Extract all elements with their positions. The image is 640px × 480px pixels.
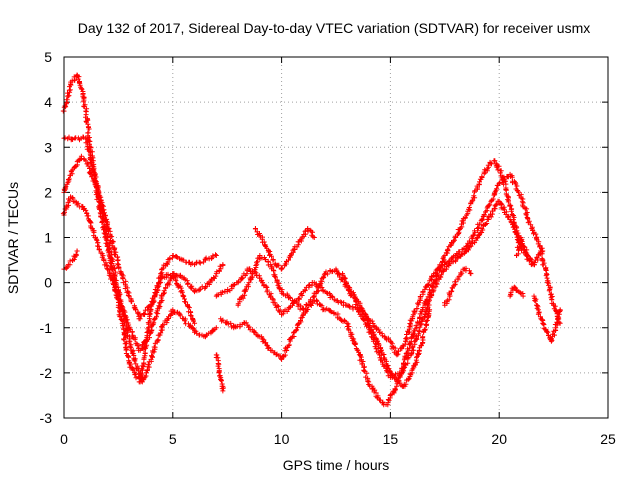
chart-title: Day 132 of 2017, Sidereal Day-to-day VTE… bbox=[78, 20, 591, 36]
data-point bbox=[83, 135, 89, 141]
data-point bbox=[394, 352, 400, 358]
series-markers bbox=[60, 195, 196, 353]
y-tick-label: 1 bbox=[44, 230, 52, 246]
tick-labels: 0 5 10 15 20 25 -3 -2 -1 0 1 2 3 4 5 bbox=[40, 49, 616, 447]
series-track-M bbox=[531, 293, 563, 344]
x-axis-label: GPS time / hours bbox=[283, 457, 390, 473]
data-points bbox=[60, 72, 563, 408]
series-markers bbox=[508, 285, 526, 298]
series-track-O bbox=[507, 284, 526, 299]
series-track-J bbox=[340, 271, 433, 389]
series-markers bbox=[213, 352, 226, 392]
grid bbox=[64, 57, 608, 418]
series-markers bbox=[514, 236, 562, 325]
y-tick-label: 4 bbox=[44, 94, 52, 110]
data-point bbox=[531, 293, 537, 299]
data-point bbox=[279, 356, 285, 362]
series-track-D bbox=[60, 194, 198, 353]
y-tick-label: 3 bbox=[44, 139, 52, 155]
data-point bbox=[524, 253, 530, 259]
series-markers bbox=[219, 158, 534, 408]
data-point bbox=[220, 388, 226, 394]
series-track-E bbox=[61, 248, 80, 272]
y-tick-label: 0 bbox=[44, 275, 52, 291]
y-tick-label: 5 bbox=[44, 49, 52, 65]
y-tick-label: -1 bbox=[40, 320, 53, 336]
y-tick-label: 2 bbox=[44, 184, 52, 200]
series-markers bbox=[340, 272, 432, 389]
x-tick-label: 5 bbox=[169, 431, 177, 447]
series-track-K bbox=[442, 265, 474, 308]
x-tick-label: 10 bbox=[274, 431, 290, 447]
y-tick-label: -2 bbox=[40, 365, 53, 381]
plot-frame bbox=[63, 56, 609, 419]
y-axis-label: SDTVAR / TECUs bbox=[5, 182, 21, 294]
series-markers bbox=[61, 156, 226, 322]
x-tick-label: 20 bbox=[491, 431, 507, 447]
series-track-N bbox=[213, 352, 226, 394]
series-track-L bbox=[514, 235, 563, 326]
x-tick-label: 15 bbox=[383, 431, 399, 447]
series-track-C bbox=[61, 153, 226, 322]
series-markers bbox=[252, 226, 316, 272]
x-tick-label: 0 bbox=[60, 431, 68, 447]
series-markers bbox=[442, 265, 473, 306]
series-markers bbox=[63, 248, 80, 271]
series-markers bbox=[532, 295, 563, 343]
series-track-I bbox=[252, 225, 317, 272]
y-tick-label: -3 bbox=[40, 410, 53, 426]
x-tick-label: 25 bbox=[600, 431, 616, 447]
series-track-G bbox=[218, 158, 535, 408]
